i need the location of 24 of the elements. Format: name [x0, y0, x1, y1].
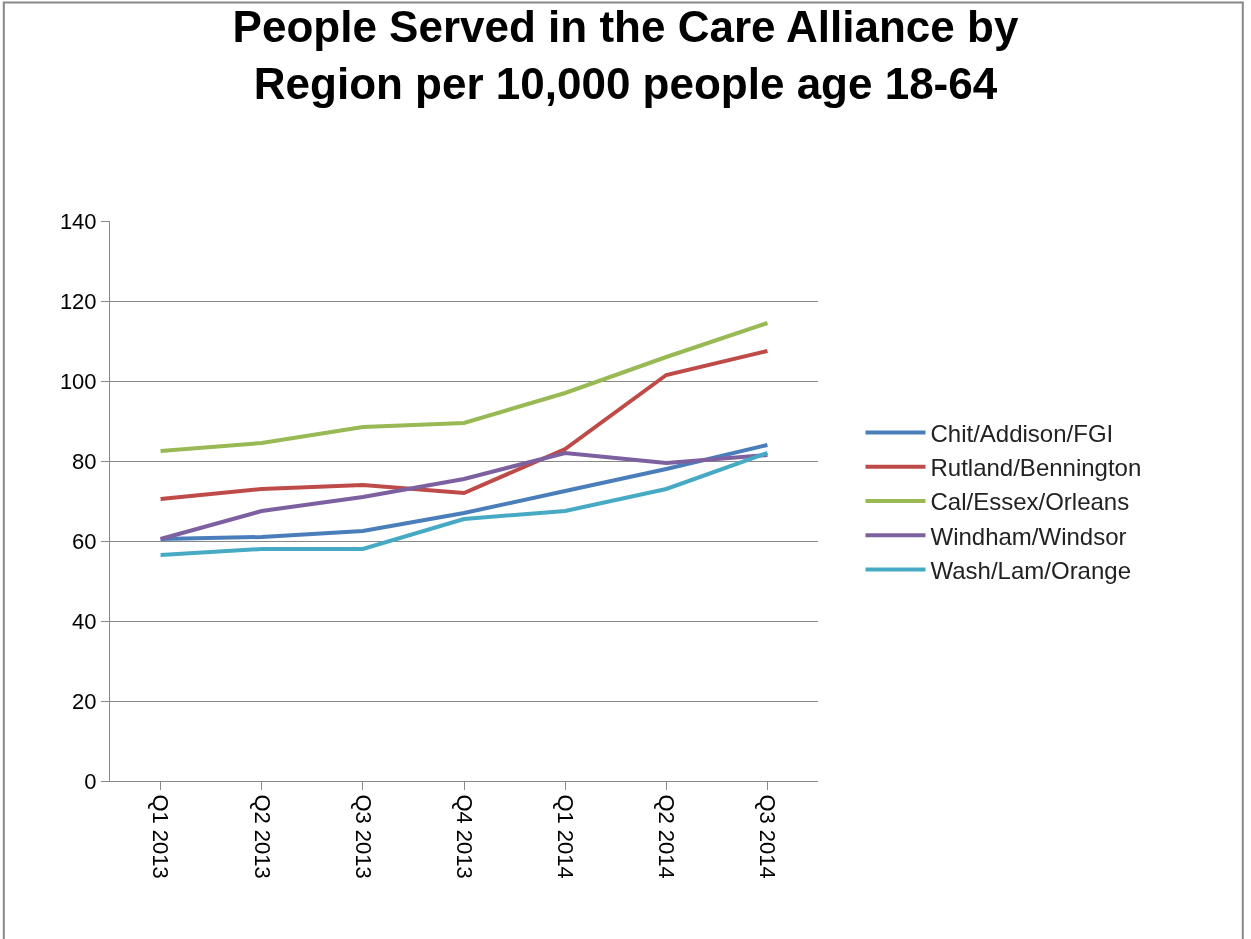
y-tick-label: 140 [59, 208, 97, 234]
legend-label: Windham/Windsor [930, 522, 1127, 550]
y-tick-label: 40 [72, 608, 97, 634]
y-tick-label: 80 [72, 448, 97, 474]
x-tick-label: Q4 2013 [451, 794, 477, 879]
y-tick-label: 120 [59, 288, 97, 314]
x-tick-label: Q1 2013 [148, 794, 174, 879]
y-tick-label: 20 [72, 688, 97, 714]
legend-label: Cal/Essex/Orleans [930, 488, 1130, 516]
line-series [158, 321, 770, 453]
y-tick-label: 60 [72, 528, 97, 554]
x-tick-label: Q3 2014 [755, 794, 781, 879]
x-tick-label: Q2 2014 [654, 794, 680, 879]
legend-label: Chit/Addison/FGI [930, 419, 1114, 447]
y-tick-label: 0 [84, 768, 97, 794]
line-series [158, 349, 770, 501]
legend-label: Rutland/Bennington [930, 454, 1142, 482]
x-tick-label: Q3 2013 [350, 794, 376, 879]
y-tick-label: 100 [59, 368, 97, 394]
line-series [158, 451, 770, 557]
legend-label: Wash/Lam/Orange [930, 556, 1132, 584]
x-tick-label: Q1 2014 [552, 794, 578, 879]
chart-title: People Served in the Care Alliance by Region per 10,000 people age 18-64 [232, 2, 1019, 109]
x-tick-label: Q2 2013 [249, 794, 275, 879]
